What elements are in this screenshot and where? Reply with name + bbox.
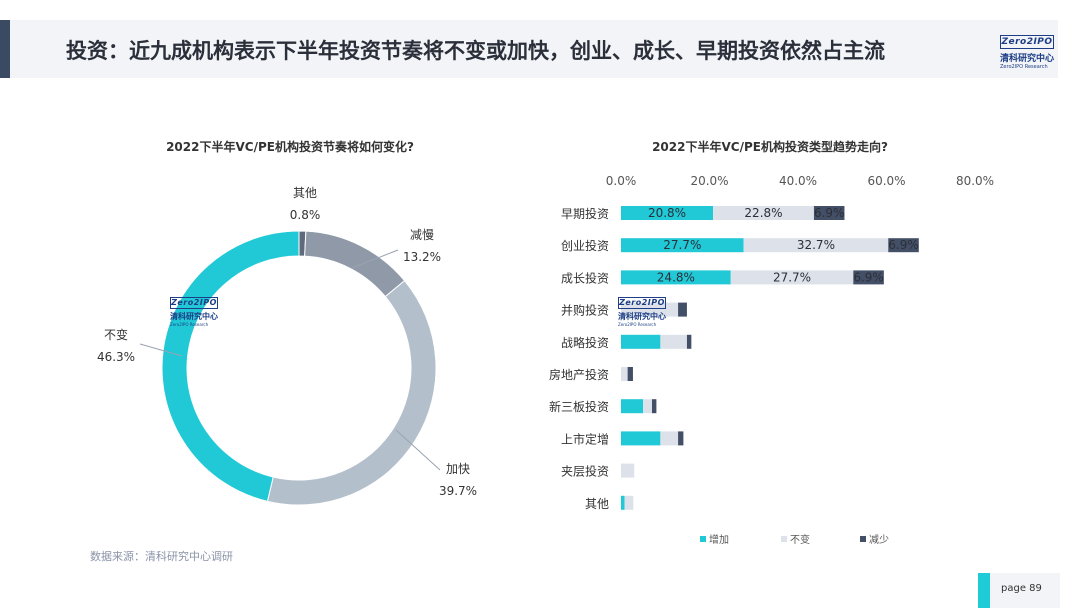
bar-1-1 xyxy=(743,238,889,253)
category-label-1: 创业投资 xyxy=(561,238,609,253)
footer-box xyxy=(990,573,1060,608)
legend-swatch-2 xyxy=(860,536,866,542)
donut-chart-title: 2022下半年VC/PE机构投资节奏将如何变化? xyxy=(166,140,414,154)
watermark-logo-donut: Zero2IPO 清科研究中心 Zero2IPO Research xyxy=(170,297,218,327)
bar-3-2 xyxy=(678,302,687,317)
page-number: page 89 xyxy=(1001,583,1042,594)
title-bar xyxy=(0,20,1058,78)
bar-4-1 xyxy=(660,334,687,349)
x-tick-label-4: 80.0% xyxy=(956,174,994,188)
bar-value-label-0-0: 20.8% xyxy=(648,206,686,220)
bar-9-0 xyxy=(621,495,625,510)
donut-value-label-0: 0.8% xyxy=(290,208,321,222)
category-label-5: 房地产投资 xyxy=(549,367,609,382)
bar-7-1 xyxy=(660,431,679,446)
donut-chart: 其他 0.8% 减慢 13.2% 加快 39.7% 不变 46.3% xyxy=(97,186,477,506)
donut-leader-line-3 xyxy=(139,343,183,357)
category-label-2: 成长投资 xyxy=(561,270,609,285)
category-label-0: 早期投资 xyxy=(561,206,609,221)
stacked-bar-chart: 0.0% 20.0% 40.0% 60.0% 80.0% 早期投资 20.8% 22.8% 6.… xyxy=(549,174,994,546)
bar-6-0 xyxy=(621,399,644,414)
bar-value-label-2-0: 24.8% xyxy=(657,270,695,284)
logo-cn-name: 清科研究中心 xyxy=(1000,54,1055,64)
bar-2-0 xyxy=(621,270,731,285)
bar-1-2 xyxy=(888,238,919,253)
page-title: 投资：近九成机构表示下半年投资节奏将不变或加快，创业、成长、早期投资依然占主流 xyxy=(66,39,885,63)
bar-0-1 xyxy=(713,206,814,220)
legend-label-1: 不变 xyxy=(790,533,810,546)
donut-value-label-2: 39.7% xyxy=(439,484,477,498)
bar-2-1 xyxy=(730,270,854,285)
donut-label-1: 减慢 xyxy=(410,228,434,242)
bar-value-label-2-2: 6.9% xyxy=(853,270,884,284)
category-label-6: 新三板投资 xyxy=(549,399,609,414)
bar-0-2 xyxy=(813,206,845,220)
data-source-note: 数据来源：清科研究中心调研 xyxy=(90,550,233,563)
x-tick-label-2: 40.0% xyxy=(779,174,817,188)
donut-label-0: 其他 xyxy=(293,186,317,200)
category-label-3: 并购投资 xyxy=(561,303,609,318)
legend-label-0: 增加 xyxy=(709,533,729,546)
bar-5-2 xyxy=(627,367,633,381)
bar-value-label-1-2: 6.9% xyxy=(888,238,919,252)
bar-7-2 xyxy=(678,431,684,446)
bar-1-0 xyxy=(621,238,744,253)
legend-swatch-1 xyxy=(781,536,787,542)
bar-0-0 xyxy=(621,206,714,220)
bar-value-label-0-1: 22.8% xyxy=(744,206,782,220)
x-tick-label-3: 60.0% xyxy=(867,174,905,188)
bar-6-1 xyxy=(643,399,652,414)
donut-value-label-3: 46.3% xyxy=(97,350,135,364)
zero2ipo-logo: Zero2IPO 清科研究中心 Zero2IPO Research xyxy=(1000,29,1060,70)
donut-slice-3 xyxy=(161,230,300,502)
bar-value-label-1-0: 27.7% xyxy=(663,238,701,252)
bar-6-2 xyxy=(651,399,657,414)
donut-value-label-1: 13.2% xyxy=(403,250,441,264)
title-accent-bar xyxy=(0,20,10,78)
donut-leader-line-1 xyxy=(351,249,399,269)
bar-5-1 xyxy=(621,367,628,381)
category-label-8: 夹层投资 xyxy=(561,464,609,479)
bar-2-2 xyxy=(853,270,884,285)
footer-accent xyxy=(978,573,990,608)
bar-chart-title: 2022下半年VC/PE机构投资类型趋势走向? xyxy=(652,140,888,154)
bar-4-2 xyxy=(686,334,692,349)
logo-brand: Zero2IPO xyxy=(1000,35,1054,49)
legend-label-2: 减少 xyxy=(869,534,889,546)
donut-leader-line-2 xyxy=(395,429,441,471)
legend-swatch-0 xyxy=(700,536,706,542)
donut-label-2: 加快 xyxy=(446,462,470,476)
category-label-4: 战略投资 xyxy=(561,335,609,350)
bar-value-label-0-2: 6.9% xyxy=(814,206,845,220)
bar-8-1 xyxy=(621,463,635,478)
bar-7-0 xyxy=(621,431,661,446)
bar-value-label-1-1: 32.7% xyxy=(797,238,835,252)
category-label-9: 其他 xyxy=(585,497,609,511)
logo-en-name: Zero2IPO Research xyxy=(1000,64,1048,70)
x-tick-label-0: 0.0% xyxy=(606,174,637,188)
watermark-logo-bars: Zero2IPO 清科研究中心 Zero2IPO Research xyxy=(618,297,666,327)
category-label-7: 上市定增 xyxy=(561,431,609,446)
bar-9-1 xyxy=(624,495,634,510)
bar-4-0 xyxy=(621,334,661,349)
x-tick-label-1: 20.0% xyxy=(690,174,728,188)
donut-label-3: 不变 xyxy=(104,327,128,342)
bar-value-label-2-1: 27.7% xyxy=(773,270,811,284)
bar-3-1 xyxy=(621,302,679,317)
